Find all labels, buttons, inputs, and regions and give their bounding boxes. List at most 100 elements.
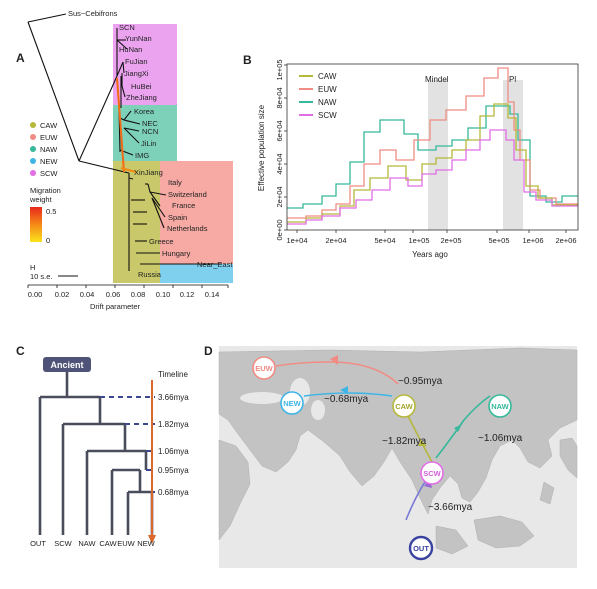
legend-label: NEW [40, 157, 58, 166]
node-label: CAW [395, 402, 413, 411]
leaf-label: NEW [137, 539, 155, 548]
tip-label: Hungary [162, 249, 191, 258]
x-tick-label: 1e+05 [408, 236, 429, 245]
time-label: 0.68mya [158, 488, 189, 497]
timeline-label: Timeline [158, 370, 188, 379]
population-legend: CAW EUW NAW NEW SCW [30, 121, 58, 178]
tip-label: IMG [135, 151, 149, 160]
node-out [408, 535, 434, 561]
time-label: 3.66mya [158, 393, 189, 402]
legend-swatch [30, 122, 36, 128]
migration-edge [116, 77, 125, 173]
x-axis-label: Years ago [412, 250, 448, 259]
plot-frame [286, 63, 579, 231]
node-label: SCW [423, 469, 441, 478]
legend-label: SCW [40, 169, 58, 178]
migration-colorbar [30, 207, 42, 242]
tip-label: HuBei [131, 82, 152, 91]
migration-max: 0.5 [46, 207, 56, 216]
leaf-label: SCW [54, 539, 72, 548]
x-tick-label: 1e+04 [286, 236, 307, 245]
x-tick-label: 0.00 [28, 290, 43, 299]
legend-label: SCW [318, 111, 337, 120]
tip-label: NCN [142, 127, 158, 136]
y-tick-label: 0e+00 [275, 219, 284, 240]
legend-label: EUW [318, 85, 337, 94]
mindel-shade [428, 80, 448, 230]
time-label: 0.95mya [158, 466, 189, 475]
time-label: 1.82mya [158, 420, 189, 429]
time-guides [100, 396, 155, 493]
x-ticks [296, 230, 567, 233]
node-label: EUW [255, 364, 273, 373]
migration-min: 0 [46, 236, 50, 245]
tip-label: Italy [168, 178, 182, 187]
legend-label: NAW [40, 145, 58, 154]
tip-label: Greece [149, 237, 174, 246]
leaf-label: OUT [30, 539, 46, 548]
tip-label: YunNan [125, 34, 152, 43]
chart-legend: CAW EUW NAW SCW [299, 72, 337, 120]
tip-label: Spain [168, 213, 187, 222]
x-tick-label: 2e+06 [555, 236, 576, 245]
tip-label: JiangXi [124, 69, 149, 78]
tip-label: XinJiang [134, 168, 163, 177]
leaf-label: EUW [117, 539, 135, 548]
scale-se-label: 10 s.e. [30, 272, 53, 281]
x-tick-label: 5e+05 [488, 236, 509, 245]
tip-label: NEC [142, 119, 158, 128]
node-scw [420, 461, 444, 485]
panel-b-letter: B [243, 53, 252, 67]
migration-title: weight [29, 195, 53, 204]
legend-label: EUW [40, 133, 58, 142]
root-label: Ancient [50, 360, 83, 370]
panel-c-letter: C [16, 344, 25, 358]
tip-label: SCN [119, 23, 135, 32]
tip-label: JiLin [141, 139, 156, 148]
x-tick-label: 2e+05 [440, 236, 461, 245]
route-time-label: ~3.66mya [428, 502, 473, 513]
x-axis-label: Drift parameter [90, 302, 141, 311]
y-tick-label: 6e+04 [275, 120, 284, 141]
legend-label: CAW [40, 121, 58, 130]
leaf-label: NAW [78, 539, 96, 548]
legend-swatch [30, 146, 36, 152]
y-tick-label: 4e+04 [275, 153, 284, 174]
euw-region [160, 161, 233, 264]
panel-c: C Ancient [16, 344, 189, 548]
panel-a-letter: A [16, 51, 25, 65]
route-time-label: ~1.06mya [478, 433, 523, 444]
x-tick-label: 2e+04 [325, 236, 346, 245]
x-tick-label: 5e+04 [374, 236, 395, 245]
tip-label: Switzerland [168, 190, 207, 199]
y-ticks [284, 64, 287, 231]
drift-axis [27, 284, 229, 288]
legend-swatch [30, 170, 36, 176]
scale-letter: H [30, 263, 35, 272]
tip-label: FuJian [125, 57, 148, 66]
x-tick-label: 0.12 [180, 290, 195, 299]
x-tick-label: 0.08 [131, 290, 146, 299]
tip-label: Netherlands [167, 224, 208, 233]
x-tick-label: 0.02 [55, 290, 70, 299]
y-axis-label: Effective population size [257, 104, 266, 191]
shade-label-pl: Pl [509, 75, 516, 84]
time-label: 1.06mya [158, 447, 189, 456]
x-tick-label: 0.06 [106, 290, 121, 299]
y-tick-label: 2e+04 [275, 186, 284, 207]
x-tick-label: 0.04 [80, 290, 95, 299]
node-label: OUT [413, 544, 429, 553]
migration-edge [120, 167, 137, 173]
migration-title: Migration [30, 186, 61, 195]
node-new [280, 391, 304, 415]
route-caw-new [303, 392, 393, 397]
tip-label: ZheJiang [126, 93, 157, 102]
node-caw [392, 394, 416, 418]
x-tick-label: 0.14 [205, 290, 220, 299]
panel-a: A [16, 9, 233, 311]
shade-label-mindel: Mindel [425, 75, 449, 84]
panel-b: B Mindel Pl 0e+00 2e+04 4e+04 6e+04 8e+0… [243, 53, 579, 259]
y-tick-label: 8e+04 [275, 87, 284, 108]
route-caw-euw [275, 361, 399, 385]
